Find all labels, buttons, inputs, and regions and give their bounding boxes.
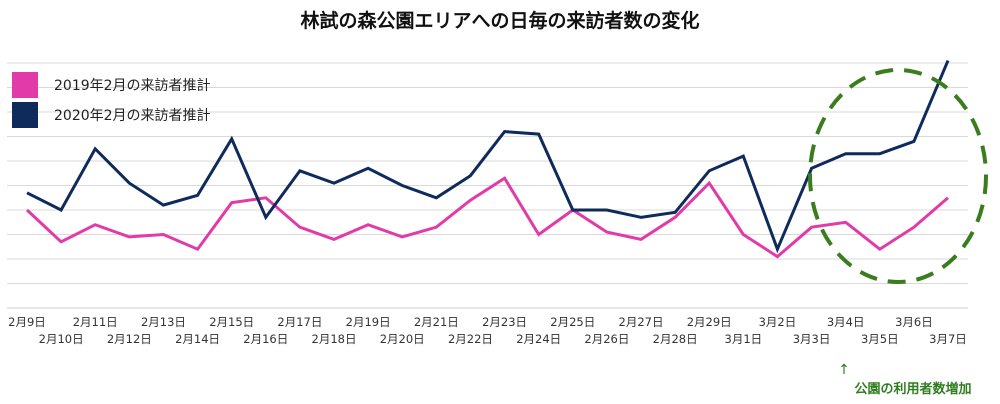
grid-lines [7, 62, 968, 309]
series-layer [25, 60, 950, 259]
x-tick-label: 2月20日 [380, 332, 425, 346]
x-tick-label: 2月27日 [619, 315, 664, 329]
x-tick-label: 2月11日 [73, 315, 118, 329]
x-tick-label: 2月19日 [346, 315, 391, 329]
series-line-2 [26, 60, 950, 254]
x-tick-label: 2月18日 [312, 332, 357, 346]
x-axis: 2月9日 2月10日 2月11日 2月12日 2月13日 2月14日 2月15日 2月16日 2… [8, 315, 967, 346]
x-tick-label: 2月13日 [141, 315, 186, 329]
series-line-1 [25, 176, 949, 259]
x-tick-label: 2月26日 [584, 332, 629, 346]
x-tick-label: 2月17日 [277, 315, 322, 329]
annotation-text: 公園の利用者数増加 [854, 382, 972, 397]
x-tick-label: 3月3日 [793, 332, 831, 346]
x-tick-label: 3月4日 [827, 315, 865, 329]
x-tick-label: 3月6日 [895, 315, 933, 329]
x-tick-label: 3月5日 [861, 332, 899, 346]
x-tick-label: 2月28日 [653, 332, 698, 346]
chart-title: 林試の森公園エリアへの日毎の来訪者数の変化 [300, 10, 700, 32]
legend-swatch-2 [12, 102, 38, 128]
highlight-ellipse [808, 68, 988, 284]
x-tick-label: 2月29日 [687, 315, 732, 329]
x-tick-label: 2月9日 [8, 315, 46, 329]
x-tick-label: 2月14日 [175, 332, 220, 346]
x-tick-label: 2月23日 [482, 315, 527, 329]
up-arrow-icon: ↑ [838, 362, 850, 378]
x-tick-label: 2月16日 [243, 332, 288, 346]
x-tick-label: 2月24日 [516, 332, 561, 346]
x-tick-label: 2月21日 [414, 315, 459, 329]
x-tick-label: 3月2日 [759, 315, 797, 329]
x-tick-label: 2月15日 [209, 315, 254, 329]
x-tick-label: 2月25日 [550, 315, 595, 329]
x-tick-label: 2月12日 [107, 332, 152, 346]
x-tick-label: 2月22日 [448, 332, 493, 346]
legend-label-1: 2019年2月の来訪者推計 [54, 78, 211, 94]
legend-label-2: 2020年2月の来訪者推計 [54, 108, 211, 124]
legend: 2019年2月の来訪者推計 2020年2月の来訪者推計 [12, 72, 211, 128]
x-tick-label: 3月1日 [725, 332, 763, 346]
x-tick-label: 3月7日 [929, 332, 967, 346]
annotation-note: ↑ 公園の利用者数増加 [838, 362, 988, 397]
x-tick-label: 2月10日 [39, 332, 84, 346]
legend-swatch-1 [12, 72, 38, 98]
